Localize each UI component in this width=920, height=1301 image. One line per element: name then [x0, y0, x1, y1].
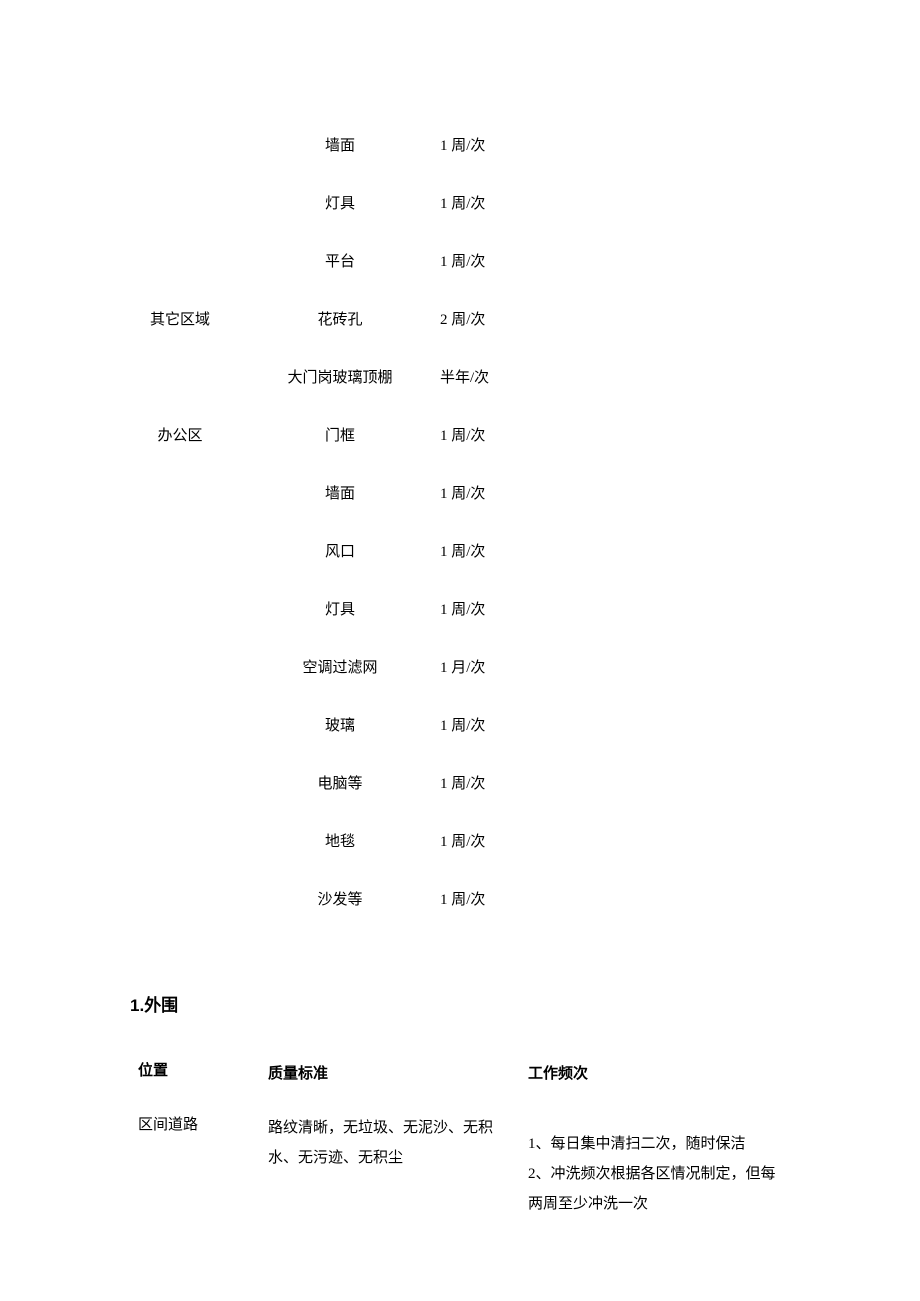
frequency-line: 1、每日集中清扫二次，随时保洁 — [528, 1129, 778, 1159]
freq-cell: 1 周/次 — [430, 192, 550, 216]
table-row: 灯具 1 周/次 — [120, 584, 800, 642]
table-row: 电脑等 1 周/次 — [120, 758, 800, 816]
freq-cell: 1 周/次 — [430, 772, 550, 796]
freq-cell: 1 周/次 — [430, 482, 550, 506]
item-cell: 花砖孔 — [250, 308, 430, 332]
freq-cell: 1 周/次 — [430, 598, 550, 622]
section-number: 1. — [130, 996, 144, 1015]
freq-cell: 1 周/次 — [430, 888, 550, 912]
area-cell: 办公区 — [120, 424, 250, 448]
frequency-line: 2、冲洗频次根据各区情况制定，但每两周至少冲洗一次 — [528, 1159, 778, 1219]
location-cell: 区间道路 — [138, 1113, 268, 1137]
item-cell: 沙发等 — [250, 888, 430, 912]
section-heading: 1.外围 — [120, 992, 800, 1019]
section-title: 外围 — [144, 996, 178, 1015]
item-cell: 平台 — [250, 250, 430, 274]
item-cell: 灯具 — [250, 598, 430, 622]
freq-cell: 半年/次 — [430, 366, 550, 390]
freq-cell: 1 周/次 — [430, 830, 550, 854]
item-cell: 墙面 — [250, 134, 430, 158]
table-row: 区间道路 路纹清晰，无垃圾、无泥沙、无积水、无污迹、无积尘 1、每日集中清扫二次… — [120, 1113, 800, 1219]
table-row: 空调过滤网 1 月/次 — [120, 642, 800, 700]
header-frequency: 工作频次 — [528, 1059, 778, 1089]
table-row: 玻璃 1 周/次 — [120, 700, 800, 758]
freq-cell: 1 周/次 — [430, 714, 550, 738]
item-cell: 灯具 — [250, 192, 430, 216]
table-row: 大门岗玻璃顶棚 半年/次 — [120, 352, 800, 410]
item-cell: 门框 — [250, 424, 430, 448]
table-row: 办公区 门框 1 周/次 — [120, 410, 800, 468]
freq-cell: 1 周/次 — [430, 250, 550, 274]
table-header-row: 位置 质量标准 工作频次 — [120, 1059, 800, 1113]
table-row: 风口 1 周/次 — [120, 526, 800, 584]
standards-table: 位置 质量标准 工作频次 区间道路 路纹清晰，无垃圾、无泥沙、无积水、无污迹、无… — [120, 1059, 800, 1219]
frequency-cell: 1、每日集中清扫二次，随时保洁 2、冲洗频次根据各区情况制定，但每两周至少冲洗一… — [528, 1113, 778, 1219]
header-location: 位置 — [138, 1059, 268, 1089]
freq-cell: 1 周/次 — [430, 424, 550, 448]
item-cell: 玻璃 — [250, 714, 430, 738]
cleaning-frequency-table: 墙面 1 周/次 灯具 1 周/次 平台 1 周/次 其它区域 花砖孔 2 周/… — [120, 120, 800, 932]
header-standard: 质量标准 — [268, 1059, 528, 1089]
table-row: 沙发等 1 周/次 — [120, 874, 800, 932]
freq-cell: 1 周/次 — [430, 540, 550, 564]
item-cell: 空调过滤网 — [250, 656, 430, 680]
item-cell: 墙面 — [250, 482, 430, 506]
table-row: 地毯 1 周/次 — [120, 816, 800, 874]
table-row: 墙面 1 周/次 — [120, 120, 800, 178]
area-cell: 其它区域 — [120, 308, 250, 332]
freq-cell: 2 周/次 — [430, 308, 550, 332]
item-cell: 电脑等 — [250, 772, 430, 796]
freq-cell: 1 月/次 — [430, 656, 550, 680]
table-row: 墙面 1 周/次 — [120, 468, 800, 526]
item-cell: 大门岗玻璃顶棚 — [250, 366, 430, 390]
table-row: 其它区域 花砖孔 2 周/次 — [120, 294, 800, 352]
standard-cell: 路纹清晰，无垃圾、无泥沙、无积水、无污迹、无积尘 — [268, 1113, 528, 1173]
item-cell: 风口 — [250, 540, 430, 564]
item-cell: 地毯 — [250, 830, 430, 854]
table-row: 灯具 1 周/次 — [120, 178, 800, 236]
freq-cell: 1 周/次 — [430, 134, 550, 158]
table-row: 平台 1 周/次 — [120, 236, 800, 294]
